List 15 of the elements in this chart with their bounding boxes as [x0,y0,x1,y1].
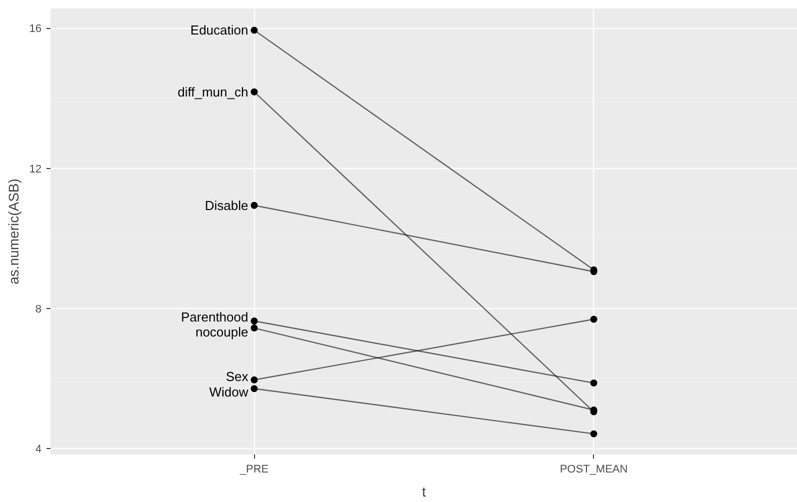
y-tick-label: 16 [29,23,42,36]
series-label: Widow [209,384,249,400]
series-label: nocouple [195,324,248,340]
x-tick-label: POST_MEAN [560,464,628,476]
y-axis-title: as.numeric(ASB) [5,178,22,284]
y-tick-label: 4 [35,444,42,456]
y-tick-label: 8 [35,303,42,316]
y-tick-label: 12 [29,163,42,176]
series-label: Disable [204,198,248,213]
x-axis-title: t [422,484,426,500]
series-label: Parenthood [181,309,248,324]
x-tick-label: _PRE [238,464,269,476]
series-label: diff_mun_ch [178,84,248,100]
series-label: Sex [226,369,249,384]
series-label: Education [190,22,248,38]
